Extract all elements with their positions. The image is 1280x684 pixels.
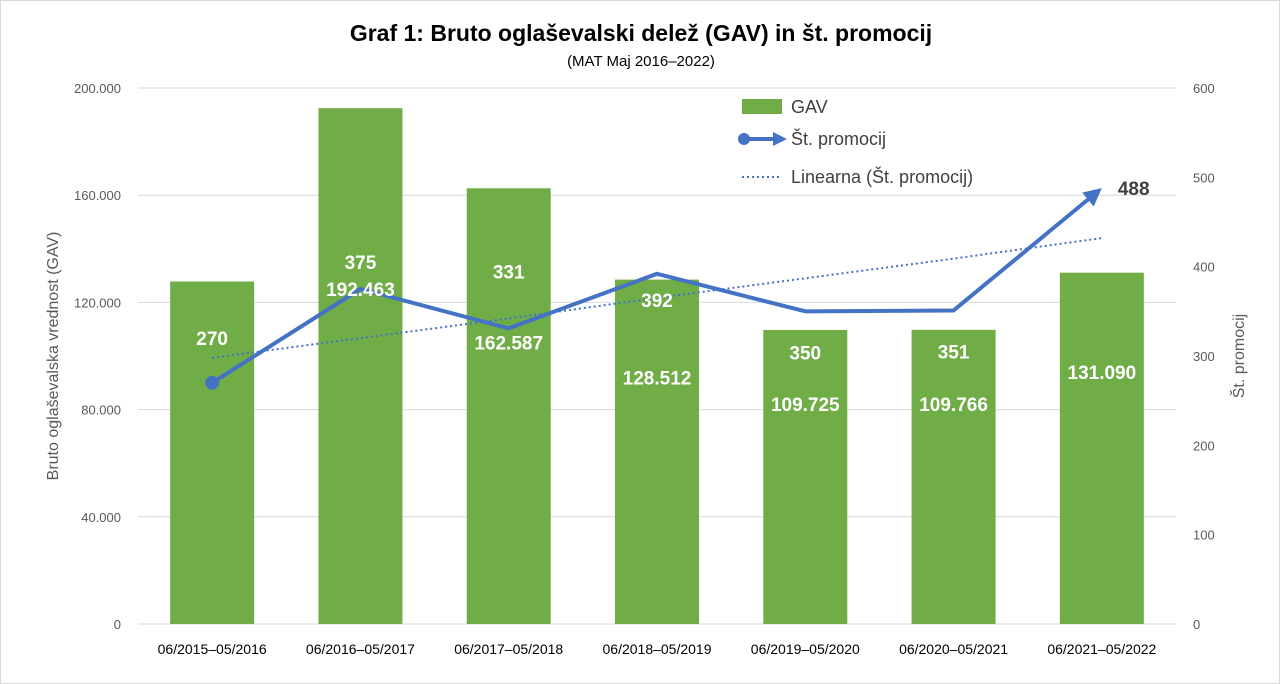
y-tick-left-label: 40.000 <box>81 510 121 525</box>
line-data-label: 392 <box>641 291 673 312</box>
bar-gav <box>763 329 848 624</box>
bar-gav <box>466 188 551 624</box>
line-series-promocij <box>205 188 1102 390</box>
bar-gav <box>1059 272 1144 624</box>
x-tick-label: 06/2019–05/2020 <box>751 641 860 657</box>
bar-data-label: 128.512 <box>623 368 692 389</box>
line-start-marker <box>205 375 220 390</box>
chart-subtitle: (MAT Maj 2016–2022) <box>567 53 715 70</box>
bar-data-label: 162.587 <box>474 334 543 355</box>
x-tick-label: 06/2015–05/2016 <box>158 641 267 657</box>
x-tick-label: 06/2021–05/2022 <box>1047 641 1156 657</box>
y-tick-right-label: 0 <box>1193 617 1200 632</box>
bar-series-gav <box>170 108 1144 624</box>
y-axis-left-title: Bruto oglaševalska vrednost (GAV) <box>45 232 62 481</box>
y-axis-right-title: Št. promocij <box>1229 314 1248 398</box>
legend: GAV Št. promocij Linearna (Št. promocij) <box>738 97 973 187</box>
bar-gav <box>318 108 403 624</box>
legend-label-promocij: Št. promocij <box>791 128 886 149</box>
line-data-label: 331 <box>493 262 525 283</box>
y-tick-right-label: 600 <box>1193 81 1215 96</box>
legend-marker-promocij <box>738 133 750 145</box>
legend-swatch-gav <box>742 99 782 114</box>
line-data-label: 488 <box>1118 179 1150 200</box>
x-tick-label: 06/2020–05/2021 <box>899 641 1008 657</box>
y-tick-left-label: 0 <box>114 617 121 632</box>
x-tick-label: 06/2016–05/2017 <box>306 641 415 657</box>
y-tick-right-label: 100 <box>1193 528 1215 543</box>
line-data-label: 350 <box>789 343 821 364</box>
x-tick-label: 06/2018–05/2019 <box>603 641 712 657</box>
data-labels: 127.800 192.463 162.587 128.512 109.725 109.7… <box>178 179 1150 416</box>
line-arrowhead <box>1082 188 1102 207</box>
y-tick-right-label: 300 <box>1193 349 1215 364</box>
line-data-label: 375 <box>345 253 377 274</box>
y-axis-right-ticks: 0 100 200 300 400 500 600 <box>1193 81 1215 632</box>
line-promocij-path <box>211 197 1090 385</box>
legend-arrow-icon <box>773 132 787 146</box>
bar-gav <box>911 329 996 624</box>
bar-data-label: 131.090 <box>1068 363 1137 384</box>
y-tick-right-label: 500 <box>1193 170 1215 185</box>
bar-data-label: 109.766 <box>919 395 988 416</box>
legend-label-gav: GAV <box>791 97 828 117</box>
y-tick-left-label: 160.000 <box>74 188 121 203</box>
bar-gav <box>170 281 255 624</box>
bar-data-label: 127.800 <box>178 240 247 261</box>
chart-title: Graf 1: Bruto oglaševalski delež (GAV) i… <box>350 20 932 46</box>
y-tick-right-label: 200 <box>1193 438 1215 453</box>
y-tick-left-label: 120.000 <box>74 295 121 310</box>
line-data-label: 351 <box>938 342 970 363</box>
bar-data-label: 109.725 <box>771 395 840 416</box>
bar-gav <box>615 279 699 624</box>
line-data-label: 270 <box>196 329 228 350</box>
y-tick-right-label: 400 <box>1193 260 1215 275</box>
y-axis-left-ticks: 0 40.000 80.000 120.000 160.000 200.000 <box>74 81 121 632</box>
x-axis-ticks: 06/2015–05/2016 06/2016–05/2017 06/2017–05… <box>158 641 1157 657</box>
y-tick-left-label: 200.000 <box>74 81 121 96</box>
x-tick-label: 06/2017–05/2018 <box>454 641 563 657</box>
bar-data-label: 192.463 <box>326 280 395 301</box>
legend-label-trend: Linearna (Št. promocij) <box>791 166 973 187</box>
y-tick-left-label: 80.000 <box>81 403 121 418</box>
